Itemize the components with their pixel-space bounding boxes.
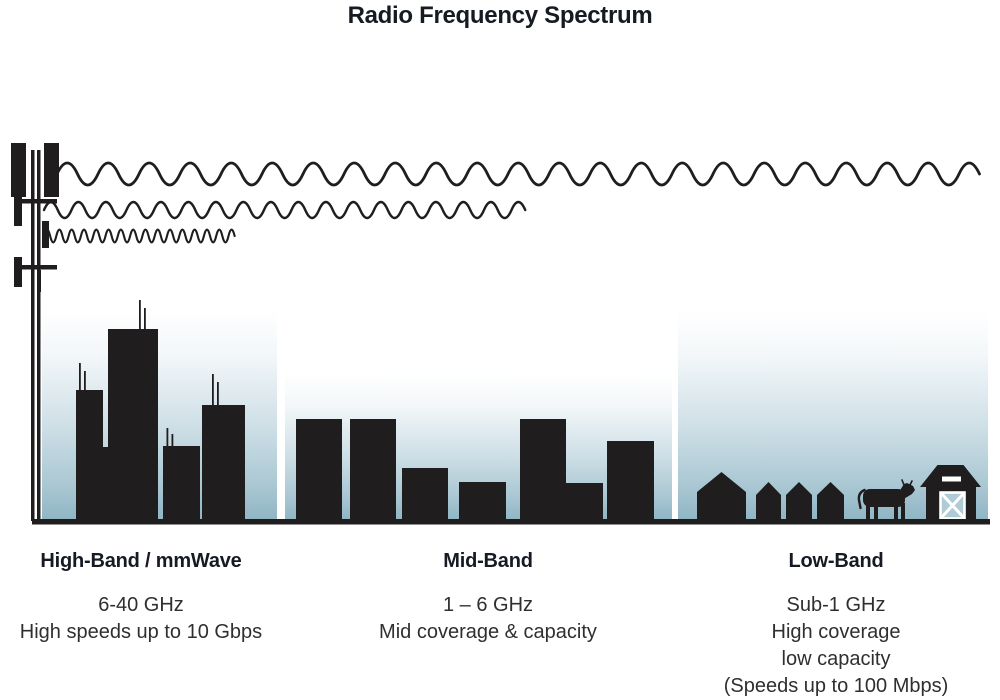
low-band-long-wave: [55, 161, 981, 187]
band-label-high-band: High-Band / mmWave 6-40 GHz High speeds …: [18, 548, 264, 646]
barn-icon: [920, 465, 981, 520]
spectrum-illustration: [11, 143, 990, 525]
band-description: Mid coverage & capacity: [379, 621, 597, 643]
high-band-short-wave: [42, 228, 236, 244]
rooftop-antennas: [79, 300, 219, 447]
cow-icon: [857, 479, 915, 519]
band-description: High coverage: [771, 621, 901, 643]
band-heading: Low-Band: [788, 550, 884, 572]
mid-band-medium-wave: [42, 200, 527, 220]
rural-scene-low-band: [697, 465, 981, 520]
radio-waves: [42, 161, 981, 244]
page-title: Radio Frequency Spectrum: [347, 2, 653, 29]
band-label-mid-band: Mid-Band 1 – 6 GHz Mid coverage & capaci…: [360, 548, 616, 646]
band-heading: High-Band / mmWave: [40, 550, 242, 572]
band-description: (Speeds up to 100 Mbps): [723, 675, 949, 697]
band-heading: Mid-Band: [443, 550, 533, 572]
ground-line: [32, 519, 990, 525]
cell-tower-icon: [11, 143, 59, 521]
band-description: High speeds up to 10 Gbps: [19, 621, 263, 643]
city-skyline-high-band: [76, 300, 245, 520]
band-description: low capacity: [781, 648, 891, 670]
town-skyline-mid-band: [296, 419, 654, 520]
house-icons: [697, 472, 844, 520]
band-frequency-range: 6-40 GHz: [98, 594, 184, 616]
band-frequency-range: 1 – 6 GHz: [442, 594, 534, 616]
band-label-low-band: Low-Band Sub-1 GHz High coverage low cap…: [698, 548, 974, 700]
band-frequency-range: Sub-1 GHz: [786, 594, 886, 616]
